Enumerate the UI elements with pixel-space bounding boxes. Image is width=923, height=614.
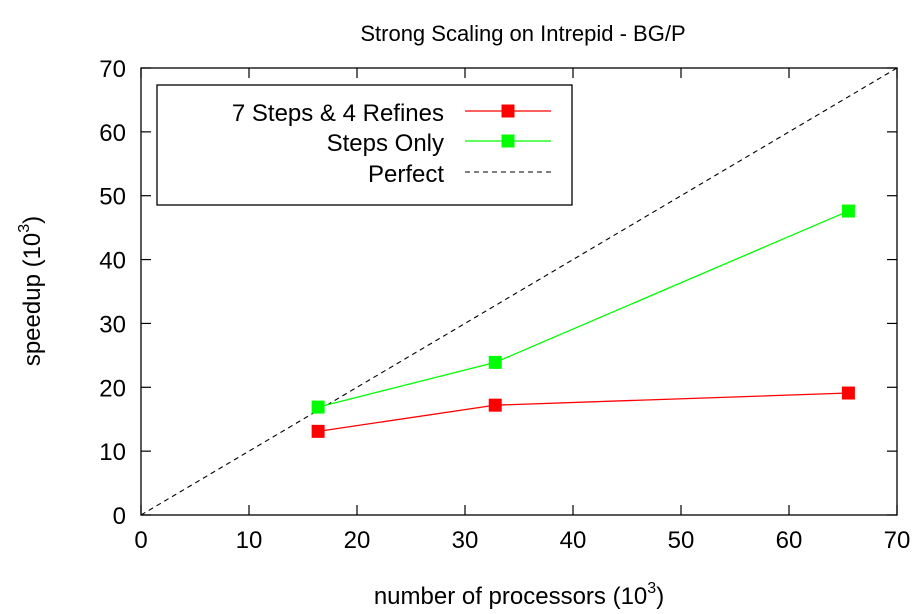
series-layer [140,67,898,516]
series-line-2 [140,67,898,516]
y-tick-label: 30 [99,311,126,338]
x-tick-label: 0 [134,527,147,554]
y-axis-ticks: 0 10 20 30 40 50 60 70 [99,56,897,530]
data-point [311,424,325,438]
x-axis-ticks: 0 10 20 30 40 50 60 70 [134,68,910,554]
series-line-0 [318,392,849,432]
y-tick-label: 50 [99,184,126,211]
x-tick-label: 70 [884,527,911,554]
y-tick-label: 60 [99,120,126,147]
x-tick-label: 10 [236,527,263,554]
y-tick-label: 20 [99,375,126,402]
data-point [841,204,855,218]
legend-marker-0 [501,104,515,118]
legend-swatches [465,104,551,173]
data-point [488,398,502,412]
y-tick-label: 70 [99,56,126,83]
y-axis-label-close: ) [19,216,46,224]
legend-label-perfect: Perfect [368,161,444,188]
y-tick-label: 10 [99,439,126,466]
legend-label-steps-only: Steps Only [327,130,444,157]
data-point [311,400,325,414]
chart-title: Strong Scaling on Intrepid - BG/P [360,21,685,46]
x-tick-label: 20 [344,527,371,554]
y-tick-label: 40 [99,248,126,275]
x-tick-label: 60 [776,527,803,554]
y-tick-label: 0 [113,503,126,530]
legend: 7 Steps & 4 Refines Steps Only Perfect [156,84,573,206]
y-axis-label: speedup (103) [16,216,46,366]
legend-label-refines: 7 Steps & 4 Refines [232,100,444,127]
y-axis-label-main: speedup (10 [19,233,46,366]
y-axis-label-exponent: 3 [16,224,33,233]
x-axis-label: number of processors (103) [374,580,664,610]
plot-frame [140,67,898,516]
data-point [841,386,855,400]
x-axis-label-close: ) [656,583,664,610]
x-tick-label: 50 [668,527,695,554]
x-tick-label: 30 [452,527,479,554]
x-tick-label: 40 [560,527,587,554]
series-line-1 [317,210,849,408]
x-axis-label-main: number of processors (10 [374,583,647,610]
legend-marker-1 [501,134,515,148]
data-point [488,355,502,369]
x-axis-label-exponent: 3 [647,580,656,597]
